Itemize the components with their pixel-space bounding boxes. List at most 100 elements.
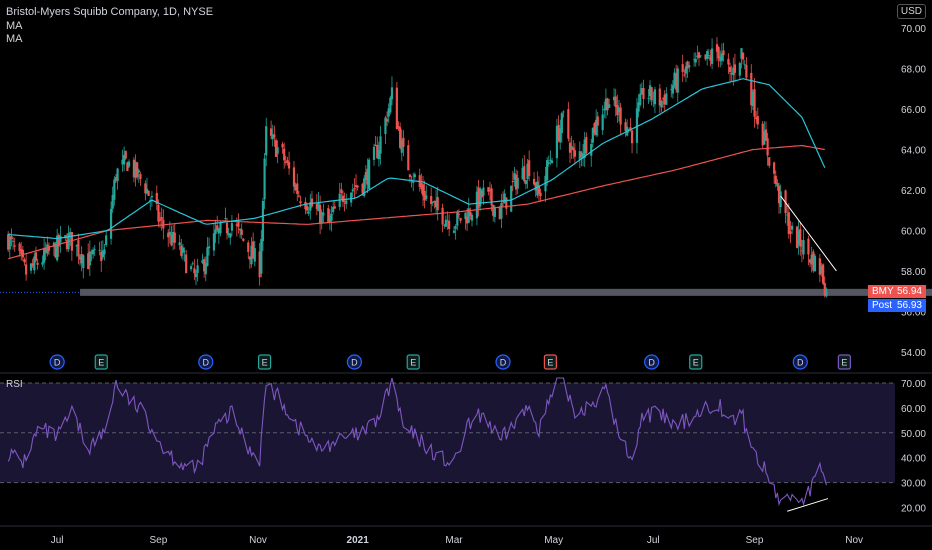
candle-body [681,64,684,73]
candle-body [676,68,679,93]
candle-body [673,72,676,86]
candle-body [305,205,309,211]
candle-body [162,219,165,229]
time-tick-label: Sep [746,535,764,546]
candle-body [779,191,782,208]
earnings-marker-box [94,354,108,370]
ma-legend-1[interactable]: MA [6,20,23,32]
candle-body [361,183,364,194]
candle-body [407,145,410,171]
candle-body [263,158,266,200]
candle-body [715,44,719,52]
earnings-marker[interactable]: E [837,354,851,370]
candle-body [399,127,402,148]
candle-body [707,55,710,56]
candle-body [774,175,777,184]
resistance-trendline [780,195,837,272]
candle-body [147,190,150,196]
candle-body [320,212,323,224]
candle-body [560,113,563,134]
candle-body [173,232,176,243]
candle-body [13,245,16,247]
event-marker-label: D [203,358,210,368]
candle-body [813,255,817,272]
candle-body [642,88,645,99]
candle-body [168,231,171,235]
ma-legend-2[interactable]: MA [6,33,23,45]
candle-body [319,205,322,225]
candle-body [132,159,136,178]
event-marker-label: D [648,358,655,368]
candle-body [224,218,227,220]
candle-body [44,247,47,253]
candle-body [372,146,376,160]
candle-body [145,188,149,194]
candle-body [366,168,369,185]
candle-body [65,240,69,250]
candle-body [505,197,508,209]
candle-body [10,236,13,240]
candle-body [33,256,36,271]
candle-body [42,247,46,263]
candle-body [480,190,483,198]
dividend-marker[interactable]: D [792,354,808,370]
candle-body [807,238,810,255]
event-marker-label: D [797,358,804,368]
candle-body [510,185,513,212]
dividend-marker[interactable]: D [198,354,214,370]
candle-body [696,55,699,57]
earnings-marker[interactable]: E [94,354,108,370]
candle-body [296,183,299,194]
candle-body [808,259,812,263]
candle-body [567,109,570,139]
ma-short-line [8,78,826,240]
dividend-marker[interactable]: D [644,354,660,370]
candle-body [699,55,702,57]
dividend-marker[interactable]: D [346,354,363,370]
candle-body [114,177,118,181]
candle-body [170,234,173,246]
candle-body [459,217,462,221]
candle-body [572,147,575,151]
candle-body [665,93,668,105]
candle-body [738,63,741,76]
rsi-label[interactable]: RSI [6,379,23,390]
dividend-marker[interactable]: D [495,354,511,370]
earnings-marker[interactable]: E [406,354,420,370]
candle-body [704,54,707,60]
candle-body [11,240,15,242]
event-marker-label: E [841,358,847,368]
candle-body [304,201,307,210]
candle-body [287,162,291,169]
candle-body [258,251,261,278]
earnings-marker[interactable]: E [689,354,703,370]
earnings-marker[interactable]: E [257,354,272,370]
candle-body [29,263,33,271]
dividend-marker-circle [792,354,808,370]
candle-body [47,245,51,251]
candle-body [377,150,381,160]
candle-body [477,187,480,209]
dividend-marker[interactable]: D [49,354,65,370]
candle-body [101,250,104,258]
currency-badge[interactable]: USD [896,4,926,19]
candle-body [121,159,124,165]
price-tick-label: 56.00 [901,307,926,318]
candle-body [136,162,139,178]
candle-body [206,247,209,266]
candle-body [498,206,501,220]
candle-body [90,252,93,254]
candle-body [180,245,183,256]
candle-body [385,119,389,122]
candle-body [764,129,768,141]
price-tick-label: 64.00 [901,146,926,157]
earnings-marker[interactable]: E [543,354,557,370]
candle-body [777,185,781,204]
time-tick-label: Nov [249,535,267,546]
candle-body [443,224,446,226]
candle-body [144,183,147,194]
candle-body [421,184,425,196]
candle-body [488,189,492,192]
candle-body [619,107,622,125]
